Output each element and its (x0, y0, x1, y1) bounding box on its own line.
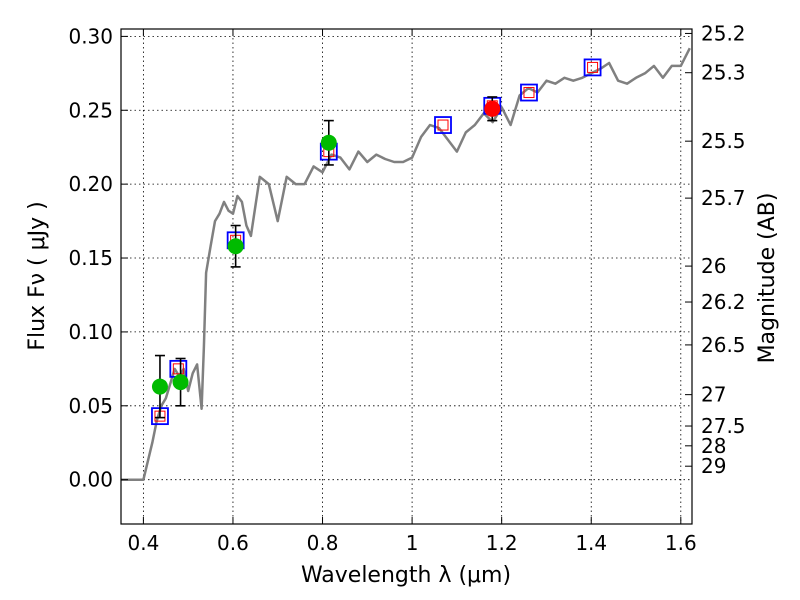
x-tick-label: 1.6 (665, 531, 697, 555)
model-inner-mark (437, 119, 449, 131)
x-tick-label: 0.8 (307, 531, 339, 555)
observed-point-red (484, 100, 501, 117)
magnitude-tick-label: 25.5 (701, 129, 746, 153)
x-tick-labels: 0.4 0.6 0.8 1 1.2 1.4 1.6 (127, 531, 696, 555)
y-axis-label: Flux Fν ( μJy ) (25, 201, 50, 350)
magnitude-tick-label: 25.3 (701, 61, 746, 85)
y-tick-label: 0.20 (68, 172, 113, 196)
x-tick-label: 0.6 (217, 531, 249, 555)
grid-lines (121, 29, 692, 524)
axis-ticks (121, 29, 692, 524)
observed-point-green (320, 134, 337, 151)
x-tick-label: 0.4 (127, 531, 159, 555)
x-tick-label: 1.2 (486, 531, 518, 555)
magnitude-tick-label: 29 (701, 454, 726, 478)
magnitude-tick-label: 28 (701, 434, 726, 458)
magnitude-tick-label: 26.5 (701, 333, 746, 357)
observed-points (151, 96, 501, 419)
magnitude-tick-label: 26 (701, 254, 726, 278)
magnitude-tick-label: 25.2 (701, 21, 746, 45)
magnitude-tick-label: 27.5 (701, 414, 746, 438)
x-tick-label: 1 (406, 531, 419, 555)
observed-point-green (172, 374, 189, 391)
spectrum-line (121, 47, 691, 481)
observed-point-green (151, 378, 168, 395)
y-tick-labels: 0.00 0.05 0.10 0.15 0.20 0.25 0.30 (68, 24, 113, 491)
observed-point-green (227, 238, 244, 255)
spectrum-layer (121, 47, 691, 481)
magnitude-tick-label: 27 (701, 383, 726, 407)
model-square (583, 58, 602, 77)
y-tick-label: 0.10 (68, 320, 113, 344)
plot-frame (120, 28, 693, 525)
model-points (151, 58, 602, 426)
x-axis-label: Wavelength λ (μm) (301, 563, 511, 588)
y-tick-label: 0.05 (68, 394, 113, 418)
y-tick-label: 0.25 (68, 98, 113, 122)
model-inner-mark (523, 87, 535, 99)
model-inner-mark (172, 363, 184, 375)
y-tick-label: 0.30 (68, 24, 113, 48)
model-square (434, 116, 452, 134)
y-tick-label: 0.00 (68, 468, 113, 492)
x-tick-label: 1.4 (575, 531, 607, 555)
y-tick-label: 0.15 (68, 246, 113, 270)
model-inner-mark (587, 61, 599, 73)
model-square (520, 83, 538, 102)
magnitude-tick-label: 25.7 (701, 186, 746, 210)
magnitude-tick-label: 26.2 (701, 290, 746, 314)
magnitude-axis-label: Magnitude (AB) (755, 193, 780, 364)
